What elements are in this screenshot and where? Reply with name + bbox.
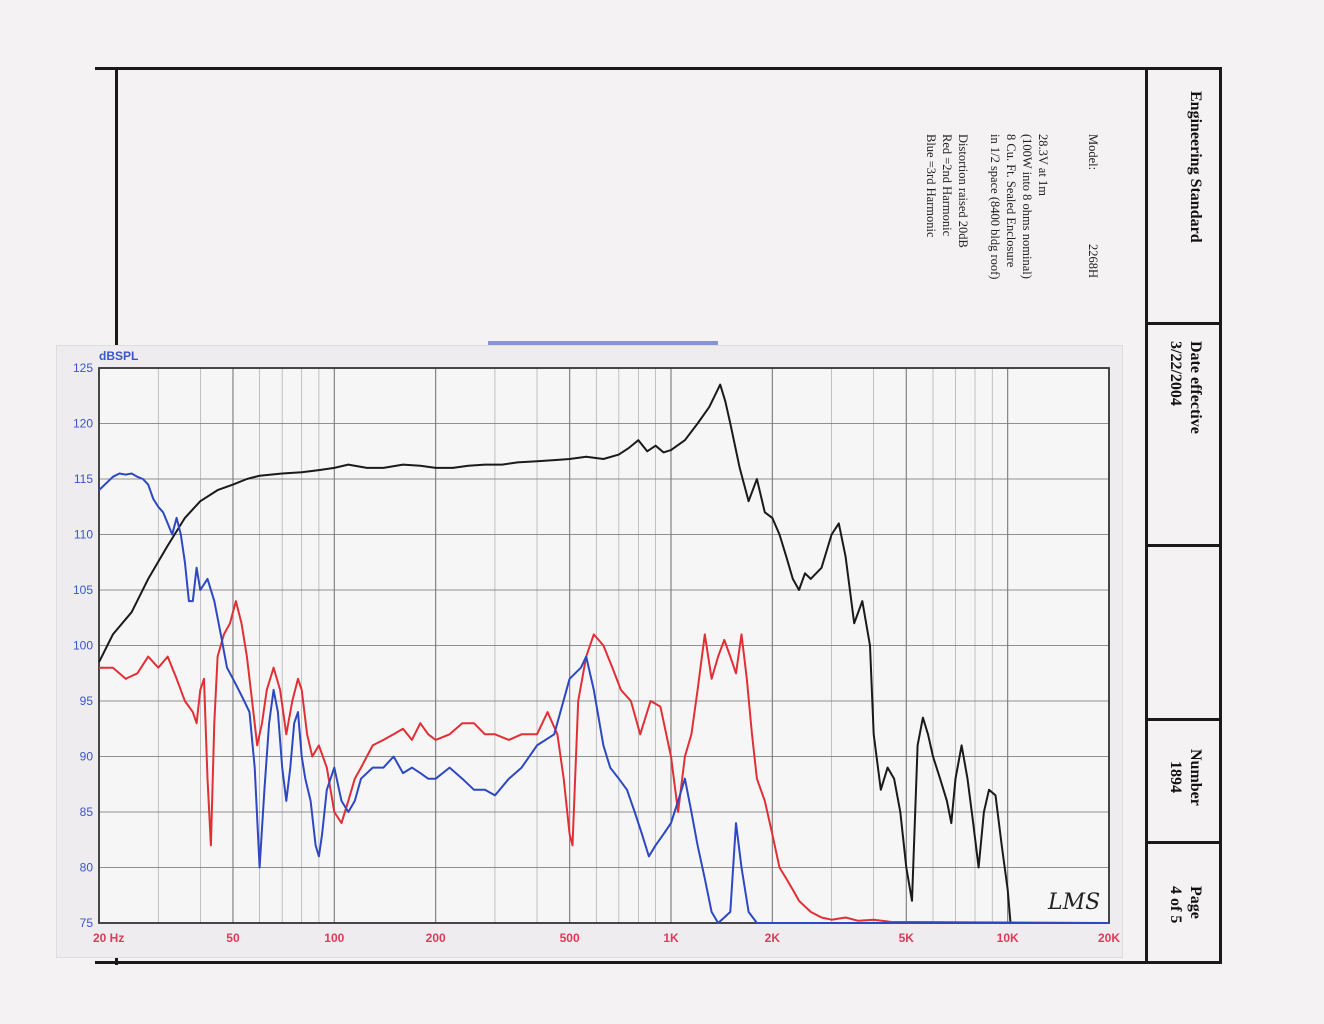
y-tick-label: 115 xyxy=(74,472,93,486)
series-line-third-harmonic xyxy=(98,472,1109,924)
y-tick-label: 125 xyxy=(73,361,93,375)
blue-legend: Blue =3rd Harmonic xyxy=(924,134,938,238)
red-legend: Red =2nd Harmonic xyxy=(940,134,954,237)
blue-stamp-mark xyxy=(488,341,718,347)
doc-type-text: Engineering Standard xyxy=(1187,91,1204,243)
model-value: 2268H xyxy=(1086,244,1100,279)
x-tick-label: 5K xyxy=(899,931,915,945)
note-line-3: 8 Cu. Ft. Sealed Enclosure xyxy=(1004,134,1018,268)
y-tick-label: 110 xyxy=(74,528,93,542)
y-tick-label: 85 xyxy=(80,805,94,819)
page-label: Page xyxy=(1187,886,1204,919)
bottom-border-line xyxy=(95,961,1222,964)
title-block-date-cell: Date effective 3/22/2004 xyxy=(1148,325,1222,547)
plot-frame xyxy=(98,367,1110,924)
series-line-fundamental xyxy=(98,383,1012,924)
y-tick-label: 75 xyxy=(80,916,94,930)
x-tick-label: 500 xyxy=(560,931,580,945)
date-label: Date effective xyxy=(1187,341,1204,434)
model-label: Model: xyxy=(1086,134,1100,171)
top-border-line xyxy=(95,67,1222,70)
number-label: Number xyxy=(1187,749,1204,806)
distortion-note: Distortion raised 20dB xyxy=(956,134,970,248)
number-value: 1894 xyxy=(1167,761,1184,793)
left-border-line xyxy=(115,67,118,347)
frequency-response-chart: 75 80 85 90 95 100 105 110 115 120 125 dBSPL 20 Hz 50… xyxy=(73,349,1120,945)
note-line-2: (100W into 8 ohms nominal) xyxy=(1020,134,1034,279)
title-block-number-cell: Number 1894 xyxy=(1148,721,1222,844)
x-tick-label: 50 xyxy=(226,931,240,945)
x-tick-label: 20K xyxy=(1098,931,1120,945)
x-tick-label: 100 xyxy=(324,931,344,945)
title-block: Engineering Standard Date effective 3/22… xyxy=(1145,67,1222,964)
chart-card: 75 80 85 90 95 100 105 110 115 120 125 dBSPL 20 Hz 50… xyxy=(56,345,1123,958)
x-tick-label: 200 xyxy=(426,931,446,945)
title-block-doc-type-cell: Engineering Standard xyxy=(1148,67,1222,325)
page-value: 4 of 5 xyxy=(1167,886,1184,924)
date-value: 3/22/2004 xyxy=(1167,341,1184,406)
title-block-page-cell: Page 4 of 5 xyxy=(1148,844,1222,964)
note-line-4: in 1/2 space (8400 bldg roof) xyxy=(988,134,1002,280)
y-axis-label: dBSPL xyxy=(99,349,138,363)
x-tick-label: 1K xyxy=(663,931,679,945)
lms-signature: LMS xyxy=(1048,890,1101,915)
x-tick-label: 2K xyxy=(765,931,781,945)
y-tick-label: 90 xyxy=(80,750,94,764)
y-tick-label: 100 xyxy=(73,639,93,653)
title-block-blank-cell xyxy=(1148,547,1222,721)
x-tick-label: 10K xyxy=(997,931,1019,945)
x-tick-label: 20 Hz xyxy=(93,931,124,945)
y-tick-label: 105 xyxy=(73,583,93,597)
note-line-1: 28.3V at 1m xyxy=(1036,134,1050,196)
y-tick-label: 120 xyxy=(73,417,93,431)
y-tick-label: 95 xyxy=(80,694,94,708)
y-tick-label: 80 xyxy=(80,861,94,875)
